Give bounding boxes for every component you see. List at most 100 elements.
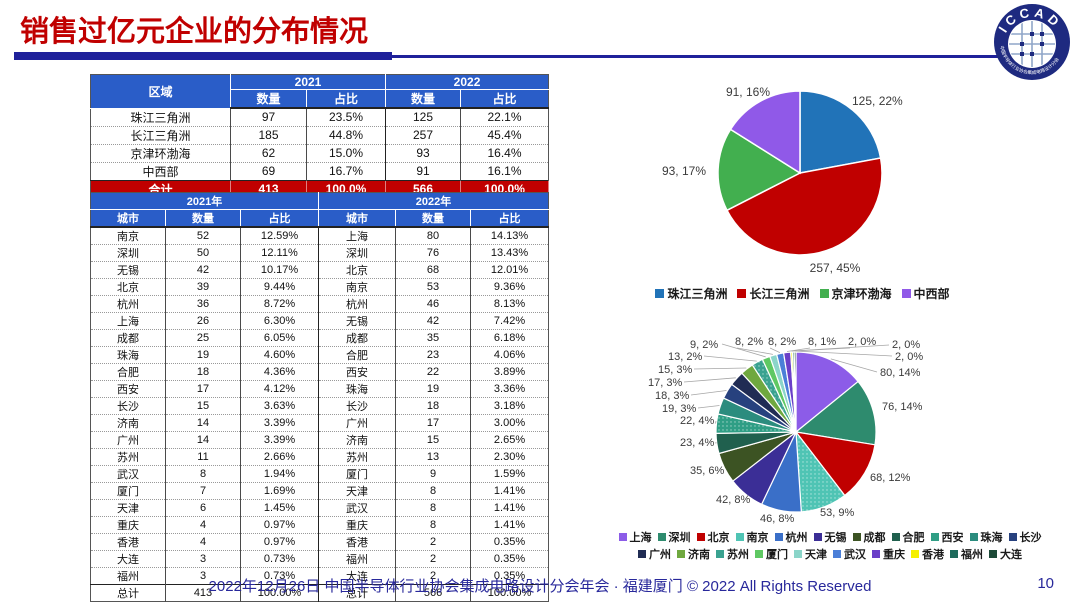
iccad-logo: ICCAD 中国半导体行业协会集成电路设计分会 — [994, 4, 1070, 80]
pie-data-label: 13, 2% — [668, 351, 702, 363]
legend-item: 武汉 — [833, 546, 866, 562]
table-cell: 76 — [395, 244, 472, 262]
table-cell: 0.97% — [240, 516, 320, 534]
table-cell: 厦门 — [90, 482, 166, 500]
table-cell: 中西部 — [90, 162, 231, 181]
table-cell: 36 — [165, 295, 241, 313]
legend-item: 长江三角洲 — [737, 285, 810, 302]
label-leader-line — [690, 390, 727, 396]
table-row: 中西部 69 16.7% 91 16.1% — [90, 162, 550, 181]
label-leader-line — [793, 344, 890, 352]
pie-data-label: 46, 8% — [760, 513, 794, 525]
table-cell: 52 — [165, 227, 241, 245]
legend-swatch-icon — [930, 533, 939, 541]
legend-swatch-icon — [677, 550, 685, 558]
pie-slice — [717, 128, 802, 212]
table-cell: 69 — [230, 162, 307, 181]
label-leader-line — [697, 405, 720, 409]
legend-label: 福州 — [961, 549, 983, 561]
table-cell: 武汉 — [318, 499, 397, 517]
legend-label: 重庆 — [883, 549, 905, 561]
pie-data-label: 91, 16% — [726, 85, 770, 99]
table-cell: 22 — [395, 363, 472, 381]
pie-data-label: 15, 3% — [658, 364, 692, 376]
table-cell: 0.97% — [240, 533, 320, 551]
pie-data-label: 17, 3% — [648, 377, 682, 389]
table-cell: 2.30% — [470, 448, 550, 466]
table-cell: 1.41% — [470, 516, 550, 534]
table-cell: 6.05% — [240, 329, 320, 347]
table-cell: 3.63% — [240, 397, 320, 415]
table-cell: 苏州 — [90, 448, 166, 466]
table-cell: 3.89% — [470, 363, 550, 381]
table-cell: 4.60% — [240, 346, 320, 364]
legend-label: 无锡 — [824, 532, 847, 544]
table-cell: 413 — [165, 584, 241, 602]
legend-item: 上海 — [618, 529, 652, 545]
label-leader-line — [786, 347, 811, 352]
column-header: 占比 — [306, 89, 387, 109]
table-cell: 1.45% — [240, 499, 320, 517]
legend-label: 杭州 — [785, 532, 808, 544]
table-cell: 南京 — [90, 227, 166, 245]
city-pie-chart: 80, 14% 76, 14% 68, 12% 53, 9% 46, 8% 42, 8% 3… — [648, 336, 923, 525]
table-cell: 14 — [165, 414, 241, 432]
table-cell: 6.18% — [470, 329, 550, 347]
pie-data-label: 18, 3% — [655, 390, 689, 402]
legend-label: 中西部 — [913, 287, 950, 301]
city-table: 2021年 2022年 城市 数量 占比 城市 数量 占比 南京 52 12.59%… — [90, 192, 550, 602]
table-cell: 香港 — [90, 533, 166, 551]
table-cell: 总计 — [318, 584, 397, 602]
table-cell: 22.1% — [460, 108, 550, 127]
table-cell: 257 — [385, 126, 462, 145]
legend-item: 天津 — [794, 546, 827, 562]
pie-slice-pattern — [752, 359, 796, 432]
column-header: 数量 — [395, 209, 472, 228]
table-row: 杭州 36 8.72% 杭州 46 8.13% — [90, 295, 550, 313]
table-cell: 42 — [165, 261, 241, 279]
table-cell: 天津 — [318, 482, 397, 500]
label-leader-line — [683, 377, 736, 383]
pie-slice — [794, 380, 877, 446]
pie-data-label: 22, 4% — [680, 415, 714, 427]
pie-slice — [794, 431, 876, 497]
table-cell: 39 — [165, 278, 241, 296]
legend-item: 厦门 — [755, 546, 788, 562]
legend-swatch-icon — [813, 533, 822, 541]
legend-swatch-icon — [852, 533, 861, 541]
legend-swatch-icon — [618, 533, 627, 541]
legend-swatch-icon — [989, 550, 997, 558]
table-cell: 16.1% — [460, 162, 550, 181]
table-cell: 4.36% — [240, 363, 320, 381]
legend-swatch-icon — [891, 533, 900, 541]
table-cell: 北京 — [318, 261, 397, 279]
table-row: 南京 52 12.59% 上海 80 14.13% — [90, 227, 550, 245]
table-cell: 62 — [230, 144, 307, 163]
legend-item: 香港 — [911, 546, 944, 562]
table-cell: 93 — [385, 144, 462, 163]
table-cell: 14.13% — [470, 227, 550, 245]
table-cell: 0.35% — [470, 550, 550, 568]
legend-swatch-icon — [819, 289, 829, 298]
column-header: 数量 — [165, 209, 241, 228]
table-cell: 南京 — [318, 278, 397, 296]
table-cell: 3 — [165, 550, 241, 568]
label-leader-line — [769, 347, 781, 353]
table-cell: 1.59% — [470, 465, 550, 483]
legend-label: 北京 — [707, 532, 730, 544]
label-leader-line — [715, 420, 717, 424]
legend-swatch-icon — [794, 550, 802, 558]
table-cell: 杭州 — [90, 295, 166, 313]
table-cell: 无锡 — [90, 261, 166, 279]
pie-slice — [795, 351, 859, 434]
table-row: 深圳 50 12.11% 深圳 76 13.43% — [90, 244, 550, 262]
label-leader-line — [795, 350, 893, 357]
table-row: 珠海 19 4.60% 合肥 23 4.06% — [90, 346, 550, 364]
legend-item: 济南 — [677, 546, 710, 562]
table-cell: 12.11% — [240, 244, 320, 262]
table-cell: 4.06% — [470, 346, 550, 364]
legend-regions: 珠江三角洲 长江三角洲 京津环渤海 中西部 — [630, 285, 975, 302]
table-cell: 19 — [395, 380, 472, 398]
label-leader-line — [736, 347, 773, 355]
legend-item: 中西部 — [901, 285, 950, 302]
